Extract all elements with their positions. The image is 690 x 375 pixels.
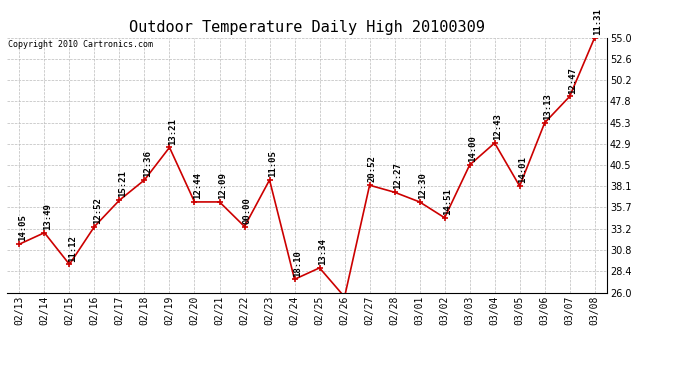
Text: 13:13: 13:13	[543, 93, 552, 120]
Text: 18:10: 18:10	[293, 250, 302, 276]
Text: 12:47: 12:47	[568, 67, 577, 94]
Text: 12:09: 12:09	[218, 172, 227, 199]
Text: 11:05: 11:05	[268, 150, 277, 177]
Text: 13:34: 13:34	[318, 238, 327, 265]
Text: 12:43: 12:43	[493, 113, 502, 140]
Text: 15:21: 15:21	[118, 171, 127, 197]
Text: 20:52: 20:52	[368, 156, 377, 183]
Text: 12:36: 12:36	[143, 150, 152, 177]
Text: 11:31: 11:31	[593, 8, 602, 35]
Text: 12:44: 12:44	[193, 172, 201, 199]
Text: 14:01: 14:01	[518, 156, 527, 183]
Text: 14:05: 14:05	[18, 214, 27, 242]
Text: 12:27: 12:27	[393, 163, 402, 189]
Text: 12:30: 12:30	[418, 172, 427, 199]
Text: 00:00: 00:00	[243, 197, 252, 224]
Text: 13:21: 13:21	[168, 118, 177, 145]
Text: 14:51: 14:51	[443, 188, 452, 215]
Title: Outdoor Temperature Daily High 20100309: Outdoor Temperature Daily High 20100309	[129, 20, 485, 35]
Text: Copyright 2010 Cartronics.com: Copyright 2010 Cartronics.com	[8, 40, 152, 49]
Text: 14:00: 14:00	[468, 135, 477, 162]
Text: 16:33: 16:33	[0, 374, 1, 375]
Text: 13:49: 13:49	[43, 203, 52, 230]
Text: 12:52: 12:52	[92, 197, 101, 224]
Text: 11:12: 11:12	[68, 235, 77, 262]
